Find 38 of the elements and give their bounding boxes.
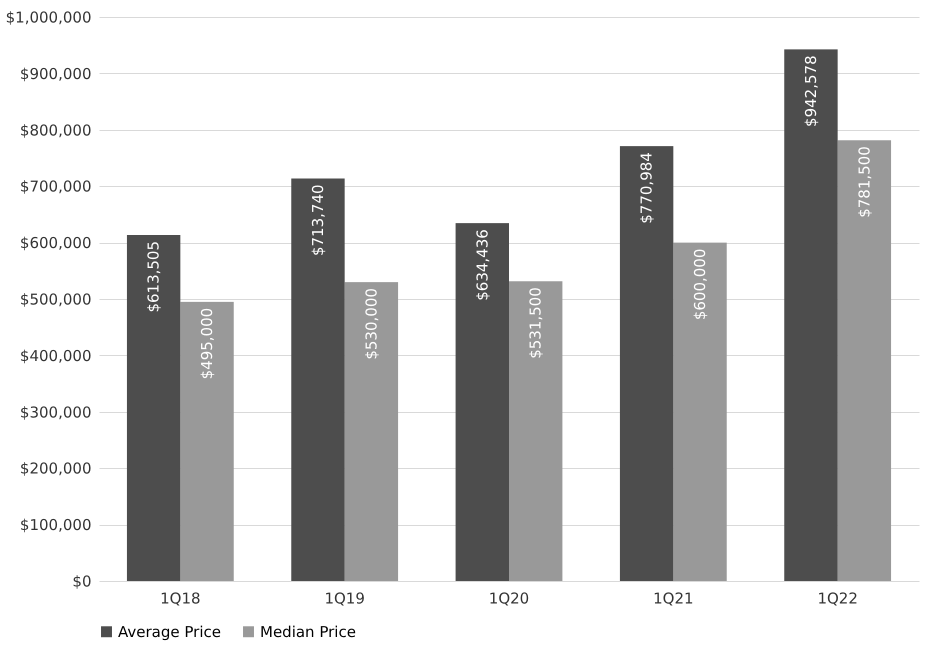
data-label: $613,505 [144,240,163,313]
bar [126,234,180,581]
legend-label: Average Price [118,622,221,641]
bar [344,282,398,581]
data-label: $600,000 [691,248,710,320]
bar [509,281,562,581]
data-label: $531,500 [526,287,545,359]
y-tick-label: $200,000 [20,460,92,478]
x-tick-label: 1Q18 [160,590,201,608]
y-tick-label: $0 [72,572,92,590]
bar [456,223,509,581]
data-label: $713,740 [308,184,327,256]
x-tick-label: 1Q19 [324,590,365,608]
y-tick-label: $100,000 [20,516,92,534]
x-tick-label: 1Q22 [817,590,858,608]
y-tick-label: $900,000 [20,64,92,83]
bar [180,302,234,581]
y-tick-label: $600,000 [20,234,92,252]
y-tick-label: $1,000,000 [6,8,92,26]
data-label: $770,984 [638,152,656,224]
y-tick-label: $800,000 [20,121,92,140]
data-label: $530,000 [362,288,380,360]
data-label: $495,000 [198,308,216,380]
data-label: $942,578 [802,55,820,127]
y-tick-label: $500,000 [20,290,92,308]
y-tick-label: $400,000 [20,346,92,365]
bar [291,178,345,581]
bar [620,146,674,581]
bar [838,140,892,581]
bar [784,49,838,581]
data-label: $634,436 [473,229,492,301]
x-tick-label: 1Q21 [653,590,694,608]
y-tick-label: $700,000 [20,178,92,196]
data-label: $781,500 [855,146,874,218]
x-tick-label: 1Q20 [488,590,530,608]
bar [673,242,727,581]
legend-label: Median Price [260,622,356,641]
y-tick-label: $300,000 [20,403,92,422]
